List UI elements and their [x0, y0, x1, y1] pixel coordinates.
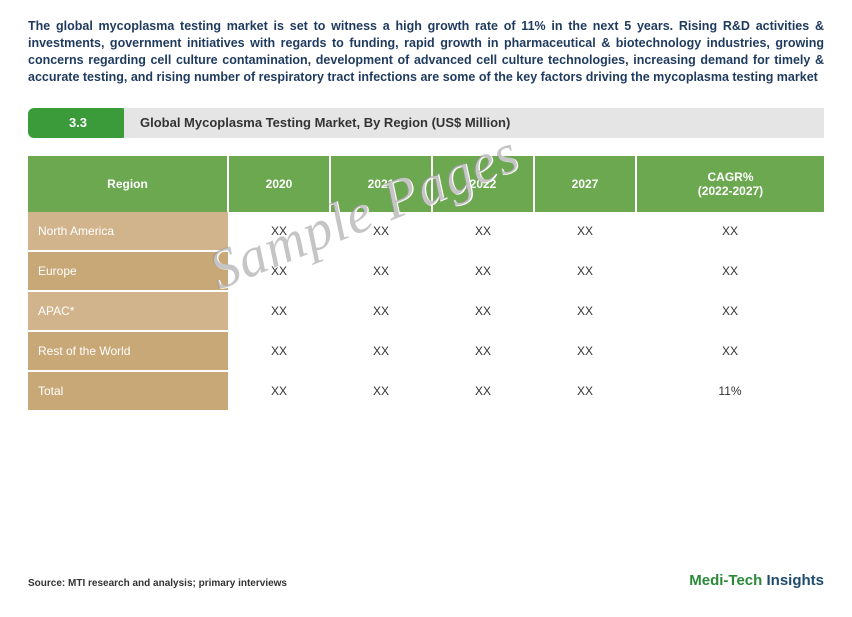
col-2021: 2021	[330, 156, 432, 212]
value-cell: 11%	[636, 371, 824, 411]
col-2027: 2027	[534, 156, 636, 212]
value-cell: XX	[228, 251, 330, 291]
value-cell: XX	[636, 291, 824, 331]
table-row: TotalXXXXXXXX11%	[28, 371, 824, 411]
section-number: 3.3	[28, 108, 128, 138]
value-cell: XX	[432, 251, 534, 291]
table-header-row: Region 2020 2021 2022 2027 CAGR% (2022-2…	[28, 156, 824, 212]
region-cell: North America	[28, 212, 228, 251]
source-note: Source: MTI research and analysis; prima…	[28, 578, 287, 589]
value-cell: XX	[330, 251, 432, 291]
col-2022: 2022	[432, 156, 534, 212]
value-cell: XX	[330, 212, 432, 251]
value-cell: XX	[534, 212, 636, 251]
value-cell: XX	[228, 371, 330, 411]
value-cell: XX	[330, 371, 432, 411]
value-cell: XX	[228, 331, 330, 371]
value-cell: XX	[534, 371, 636, 411]
table-row: North AmericaXXXXXXXXXX	[28, 212, 824, 251]
value-cell: XX	[432, 371, 534, 411]
value-cell: XX	[636, 251, 824, 291]
value-cell: XX	[330, 331, 432, 371]
table-row: Rest of the WorldXXXXXXXXXX	[28, 331, 824, 371]
intro-paragraph: The global mycoplasma testing market is …	[28, 18, 824, 86]
value-cell: XX	[330, 291, 432, 331]
value-cell: XX	[432, 212, 534, 251]
region-cell: Rest of the World	[28, 331, 228, 371]
section-bar: 3.3 Global Mycoplasma Testing Market, By…	[28, 108, 824, 138]
value-cell: XX	[228, 212, 330, 251]
table-row: APAC*XXXXXXXXXX	[28, 291, 824, 331]
value-cell: XX	[636, 331, 824, 371]
table-row: EuropeXXXXXXXXXX	[28, 251, 824, 291]
region-cell: APAC*	[28, 291, 228, 331]
brand-logo: Medi-Tech Insights	[689, 572, 824, 589]
value-cell: XX	[534, 331, 636, 371]
region-cell: Europe	[28, 251, 228, 291]
market-table: Region 2020 2021 2022 2027 CAGR% (2022-2…	[28, 156, 824, 412]
value-cell: XX	[534, 291, 636, 331]
region-cell: Total	[28, 371, 228, 411]
value-cell: XX	[228, 291, 330, 331]
value-cell: XX	[636, 212, 824, 251]
value-cell: XX	[432, 331, 534, 371]
col-cagr: CAGR% (2022-2027)	[636, 156, 824, 212]
section-title: Global Mycoplasma Testing Market, By Reg…	[124, 108, 824, 138]
brand-part-b: Insights	[766, 572, 824, 589]
value-cell: XX	[534, 251, 636, 291]
col-2020: 2020	[228, 156, 330, 212]
brand-part-a: Medi-Tech	[689, 572, 766, 589]
col-region: Region	[28, 156, 228, 212]
value-cell: XX	[432, 291, 534, 331]
